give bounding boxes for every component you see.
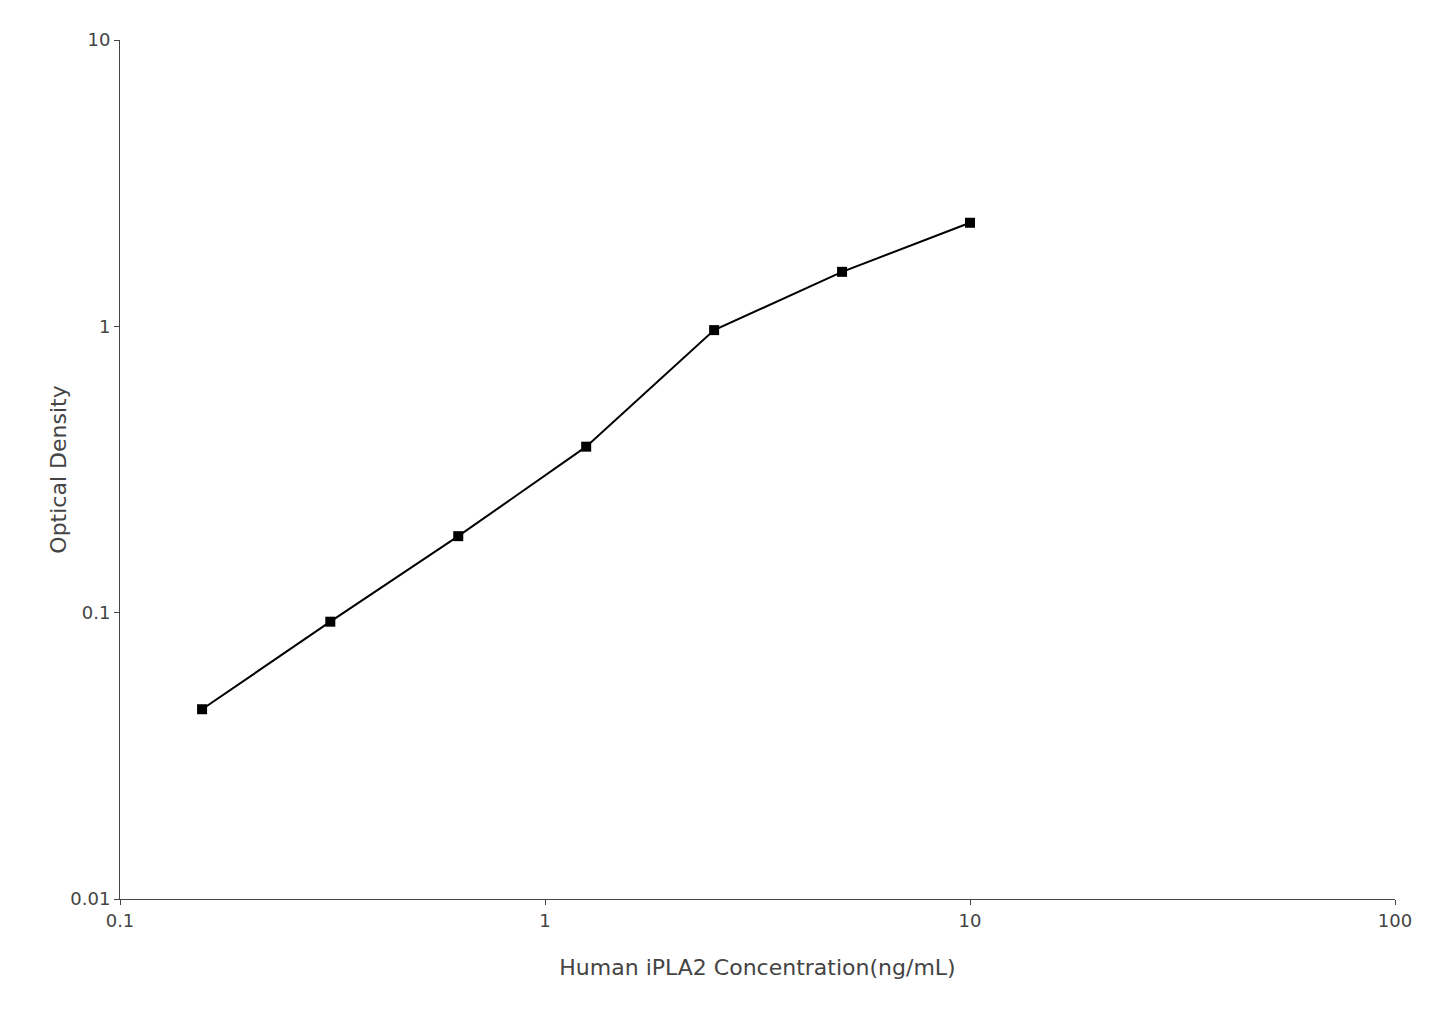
svg-text:1: 1 bbox=[539, 910, 550, 931]
svg-text:100: 100 bbox=[1378, 910, 1412, 931]
svg-text:Optical Density: Optical Density bbox=[46, 385, 71, 553]
svg-text:1: 1 bbox=[99, 316, 110, 337]
svg-text:0.1: 0.1 bbox=[106, 910, 135, 931]
svg-text:10: 10 bbox=[87, 29, 110, 50]
svg-text:0.1: 0.1 bbox=[82, 602, 111, 623]
svg-text:Human iPLA2 Concentration(ng/m: Human iPLA2 Concentration(ng/mL) bbox=[559, 955, 955, 980]
svg-text:10: 10 bbox=[959, 910, 982, 931]
svg-text:0.01: 0.01 bbox=[70, 888, 110, 909]
